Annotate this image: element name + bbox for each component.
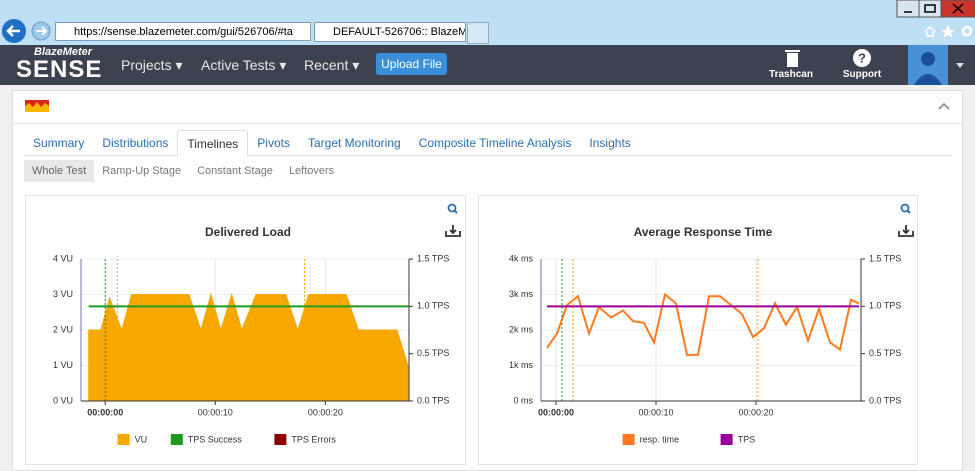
restore[interactable]: [918, 0, 942, 18]
divider: [13, 123, 962, 124]
y2-tick-label: 0.0 TPS: [869, 395, 901, 405]
user-menu[interactable]: [908, 45, 975, 85]
browser-tab[interactable]: DEFAULT-526706:: BlazeMe...: [314, 22, 466, 42]
y-tick-label: 4k ms: [509, 253, 534, 263]
chart-card: Average Response Time 0 ms 1k ms 2k ms 3k m…: [478, 195, 918, 465]
download-icon[interactable]: [898, 225, 914, 237]
tab[interactable]: Summary: [33, 136, 85, 150]
y-tick-label: 4 VU: [53, 253, 73, 263]
menu-label: Projects: [121, 57, 172, 73]
x-tick-label: 00:00:20: [308, 407, 343, 417]
menu-item[interactable]: Recent ▾: [304, 57, 360, 73]
menu-label: Active Tests: [201, 57, 276, 73]
y-tick-label: 0 VU: [53, 395, 73, 405]
x-tick-label: 00:00:00: [87, 407, 123, 417]
app-navbar: BlazeMeter SENSE Projects ▾ Active Tests…: [0, 45, 975, 85]
y2-tick-label: 1.5 TPS: [417, 253, 449, 263]
trashcan-link[interactable]: Trashcan: [769, 69, 813, 80]
svg-text:?: ?: [858, 50, 866, 65]
y2-tick-label: 0.5 TPS: [869, 348, 901, 358]
upload-button[interactable]: Upload File: [376, 53, 447, 75]
chart-title: Delivered Load: [205, 225, 291, 239]
y-tick-label: 1 VU: [53, 360, 73, 370]
legend-swatch: [720, 434, 733, 445]
action-icons: ?: [785, 49, 871, 67]
y-tick-label: 2 VU: [53, 324, 73, 334]
chart: Delivered Load 0 VU 1 VU 2 VU 3 VU 4 VU 0.0 T…: [53, 203, 461, 445]
legend-label: resp. time: [640, 434, 680, 444]
y-tick-label: 3k ms: [509, 289, 534, 299]
x-tick-label: 00:00:20: [738, 407, 773, 417]
download-icon[interactable]: [445, 225, 461, 237]
y-tick-label: 0 ms: [513, 395, 533, 405]
nav-buttons: [2, 19, 51, 43]
y-tick-label: 3 VU: [53, 289, 73, 299]
browser-chrome: https://sense.blazemeter.com/gui/526706/…: [0, 0, 975, 45]
trash-icon: [787, 53, 798, 67]
subtab[interactable]: Leftovers: [288, 165, 335, 177]
chart-card: Delivered Load 0 VU 1 VU 2 VU 3 VU 4 VU 0.0 T…: [25, 195, 466, 465]
legend-label: TPS: [738, 434, 756, 444]
chart: Average Response Time 0 ms 1k ms 2k ms 3k m…: [509, 203, 914, 445]
help-icon: [853, 49, 871, 67]
x-tick-label: 00:00:10: [638, 407, 673, 417]
line: [546, 292, 860, 356]
tab[interactable]: Composite Timeline Analysis: [418, 136, 572, 150]
y-tick-label: 1k ms: [509, 360, 534, 370]
subtab[interactable]: Ramp-Up Stage: [102, 165, 182, 177]
window-controls: [896, 0, 975, 38]
legend-label: VU: [135, 434, 148, 444]
brand[interactable]: SENSE: [16, 56, 103, 83]
tab[interactable]: Distributions: [102, 136, 169, 150]
minimize[interactable]: [896, 0, 920, 18]
legend-swatch: [170, 434, 183, 445]
x-tick-label: 00:00:10: [198, 407, 233, 417]
subtab[interactable]: Whole Test: [24, 160, 95, 182]
legend-swatch: [117, 434, 130, 445]
chart-title: Average Response Time: [634, 225, 773, 239]
collapse-button[interactable]: [937, 101, 951, 111]
tab-bar: Summary Distributions Timelines Pivots Targe…: [24, 130, 952, 157]
y2-tick-label: 0.0 TPS: [417, 395, 449, 405]
y2-tick-label: 1.5 TPS: [869, 253, 901, 263]
support-link[interactable]: Support: [842, 69, 882, 80]
address-bar[interactable]: https://sense.blazemeter.com/gui/526706/…: [55, 22, 311, 41]
x-tick-label: 00:00:00: [538, 407, 574, 417]
legend-swatch: [622, 434, 635, 445]
subtab[interactable]: Constant Stage: [197, 165, 273, 177]
new-tab[interactable]: [467, 22, 489, 44]
legend-label: TPS Success: [188, 434, 243, 444]
zoom-icon[interactable]: [900, 203, 911, 214]
y2-tick-label: 1.0 TPS: [869, 301, 901, 311]
y2-tick-label: 1.0 TPS: [417, 301, 449, 311]
zoom-icon[interactable]: [447, 203, 458, 214]
brand-top: BlazeMeter: [34, 46, 93, 58]
y2-tick-label: 0.5 TPS: [417, 348, 449, 358]
legend-swatch: [274, 434, 287, 445]
legend-label: TPS Errors: [291, 434, 336, 444]
area: [88, 292, 409, 402]
tab[interactable]: Insights: [589, 136, 631, 150]
menu-label: Recent: [304, 57, 349, 73]
tab[interactable]: Target Monitoring: [307, 136, 401, 150]
tab[interactable]: Timelines: [177, 130, 249, 157]
subtab-bar: Whole Test Ramp-Up Stage Constant Stage Lef…: [24, 160, 342, 182]
y-tick-label: 2k ms: [509, 324, 534, 334]
menu-item[interactable]: Active Tests ▾: [201, 57, 287, 73]
tab[interactable]: Pivots: [257, 136, 290, 150]
menu-item[interactable]: Projects ▾: [121, 57, 183, 73]
flag-icon: [25, 100, 49, 112]
